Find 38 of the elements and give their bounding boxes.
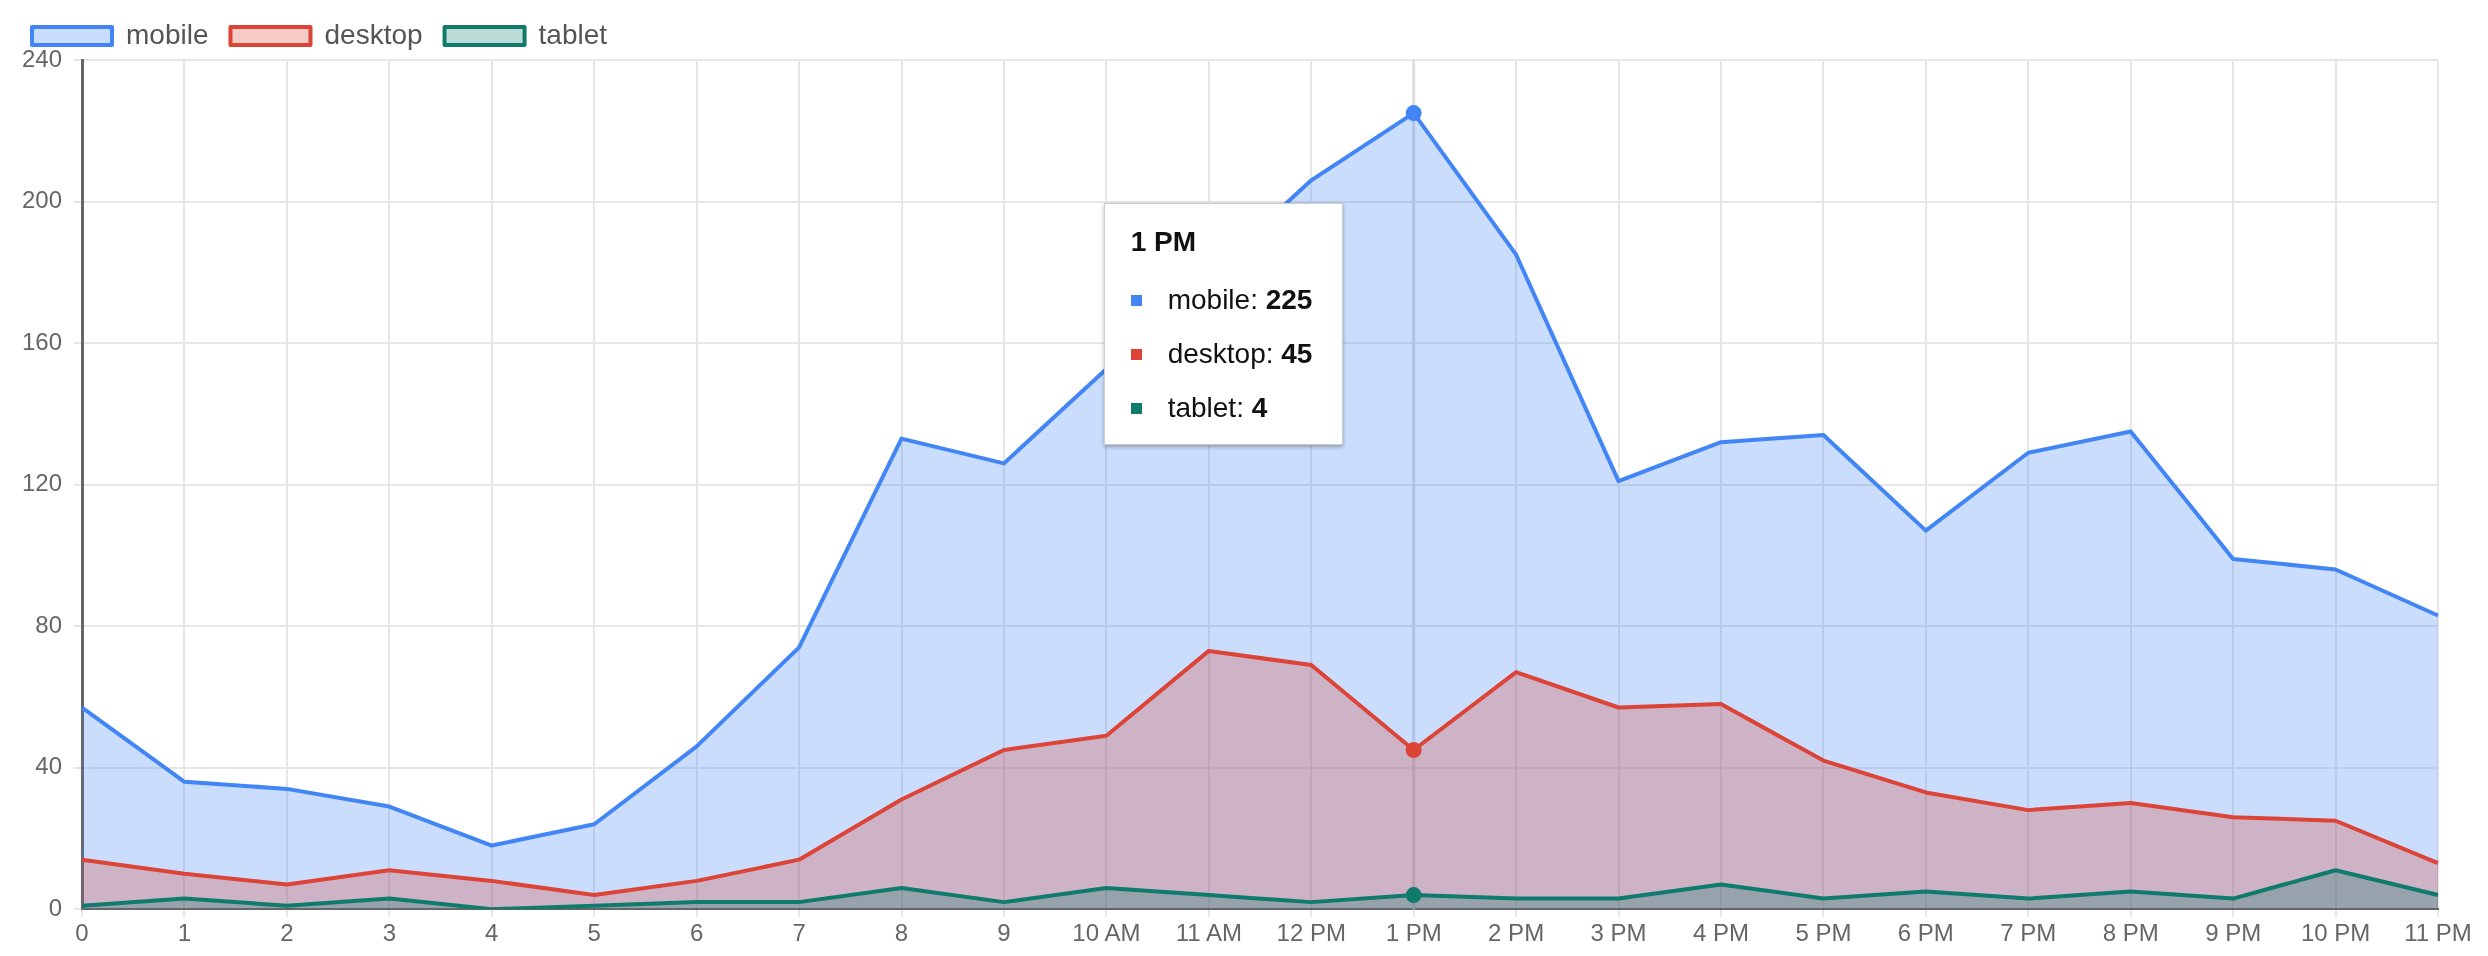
annotation: mobile: 225 <box>1167 284 1313 316</box>
x-tick-label: 9 PM <box>2205 919 2262 947</box>
x-tick-label: 5 <box>587 919 601 947</box>
x-tick-label: 2 PM <box>1488 919 1545 947</box>
x-tick-label: 6 PM <box>1897 919 1954 947</box>
x-tick-label: 6 <box>689 919 704 947</box>
x-tick-label: 11 PM <box>2404 919 2472 947</box>
annotation: desktop: 45 <box>1167 338 1313 370</box>
y-tick-label: 200 <box>22 186 63 214</box>
y-tick-label: 0 <box>48 893 63 921</box>
x-tick-label: 8 <box>894 919 909 947</box>
y-tick-label: 80 <box>35 610 63 638</box>
y-tick-label: 120 <box>22 469 63 497</box>
x-tick-label: 8 PM <box>2102 919 2159 947</box>
annotation: 1 PM <box>1130 226 1197 258</box>
y-tick-label: 160 <box>22 327 63 355</box>
legend-label: mobile <box>126 18 209 50</box>
legend-label: desktop <box>324 18 423 50</box>
x-tick-label: 3 <box>382 919 397 947</box>
x-tick-label: 9 <box>997 919 1011 947</box>
x-tick-label: 10 AM <box>1072 919 1141 947</box>
x-tick-label: 3 PM <box>1590 919 1647 947</box>
x-tick-label: 4 <box>485 919 499 947</box>
x-tick-label: 0 <box>75 919 89 947</box>
y-tick-label: 40 <box>35 752 63 780</box>
annotation: tablet: 4 <box>1167 392 1268 424</box>
x-tick-label: 1 PM <box>1385 919 1442 947</box>
x-tick-label: 4 PM <box>1692 919 1749 947</box>
x-tick-label: 2 <box>280 919 294 947</box>
x-tick-label: 10 PM <box>2300 919 2371 947</box>
y-tick-label: 240 <box>22 44 63 72</box>
x-tick-label: 5 PM <box>1795 919 1852 947</box>
x-tick-label: 11 AM <box>1175 919 1242 947</box>
x-tick-label: 1 <box>177 919 192 947</box>
x-tick-label: 12 PM <box>1276 919 1346 947</box>
x-tick-label: 7 <box>792 919 806 947</box>
legend-label: tablet <box>538 18 608 50</box>
x-tick-label: 7 PM <box>2000 919 2057 947</box>
